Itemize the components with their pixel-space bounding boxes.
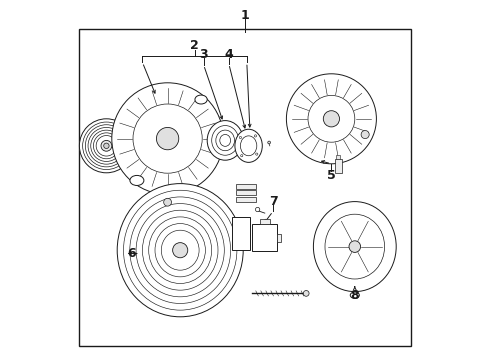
Text: 6: 6 bbox=[127, 247, 136, 260]
Bar bbox=[236, 197, 256, 202]
Circle shape bbox=[286, 74, 376, 164]
Circle shape bbox=[101, 140, 112, 151]
Bar bbox=[277, 234, 281, 242]
Circle shape bbox=[361, 130, 369, 139]
Ellipse shape bbox=[314, 202, 396, 292]
Ellipse shape bbox=[130, 175, 144, 185]
Bar bbox=[252, 224, 277, 251]
Bar bbox=[260, 219, 270, 224]
Circle shape bbox=[323, 111, 340, 127]
Bar bbox=[145, 194, 190, 210]
Text: 5: 5 bbox=[327, 169, 336, 182]
Ellipse shape bbox=[350, 292, 359, 298]
Circle shape bbox=[156, 127, 179, 150]
Circle shape bbox=[254, 135, 257, 137]
Ellipse shape bbox=[235, 129, 262, 162]
Ellipse shape bbox=[195, 95, 207, 104]
Circle shape bbox=[239, 136, 242, 139]
Ellipse shape bbox=[117, 184, 243, 317]
Bar bbox=[232, 217, 249, 250]
Bar bbox=[336, 155, 340, 159]
Ellipse shape bbox=[207, 121, 243, 160]
Circle shape bbox=[241, 154, 243, 157]
Circle shape bbox=[268, 141, 270, 144]
Bar bbox=[335, 159, 342, 173]
Circle shape bbox=[255, 207, 260, 212]
Circle shape bbox=[256, 153, 258, 155]
Circle shape bbox=[164, 198, 171, 206]
Text: 2: 2 bbox=[190, 39, 199, 51]
Circle shape bbox=[349, 241, 361, 252]
Text: 7: 7 bbox=[269, 195, 277, 208]
Bar bbox=[79, 29, 411, 346]
Circle shape bbox=[112, 83, 223, 194]
Text: 8: 8 bbox=[350, 289, 359, 302]
Bar bbox=[236, 190, 256, 195]
Circle shape bbox=[303, 291, 309, 296]
Text: 4: 4 bbox=[224, 48, 233, 61]
Text: 3: 3 bbox=[199, 48, 208, 61]
Bar bbox=[236, 184, 256, 189]
Circle shape bbox=[172, 243, 188, 258]
Circle shape bbox=[104, 143, 109, 149]
Circle shape bbox=[79, 119, 133, 173]
Text: 1: 1 bbox=[241, 9, 249, 22]
